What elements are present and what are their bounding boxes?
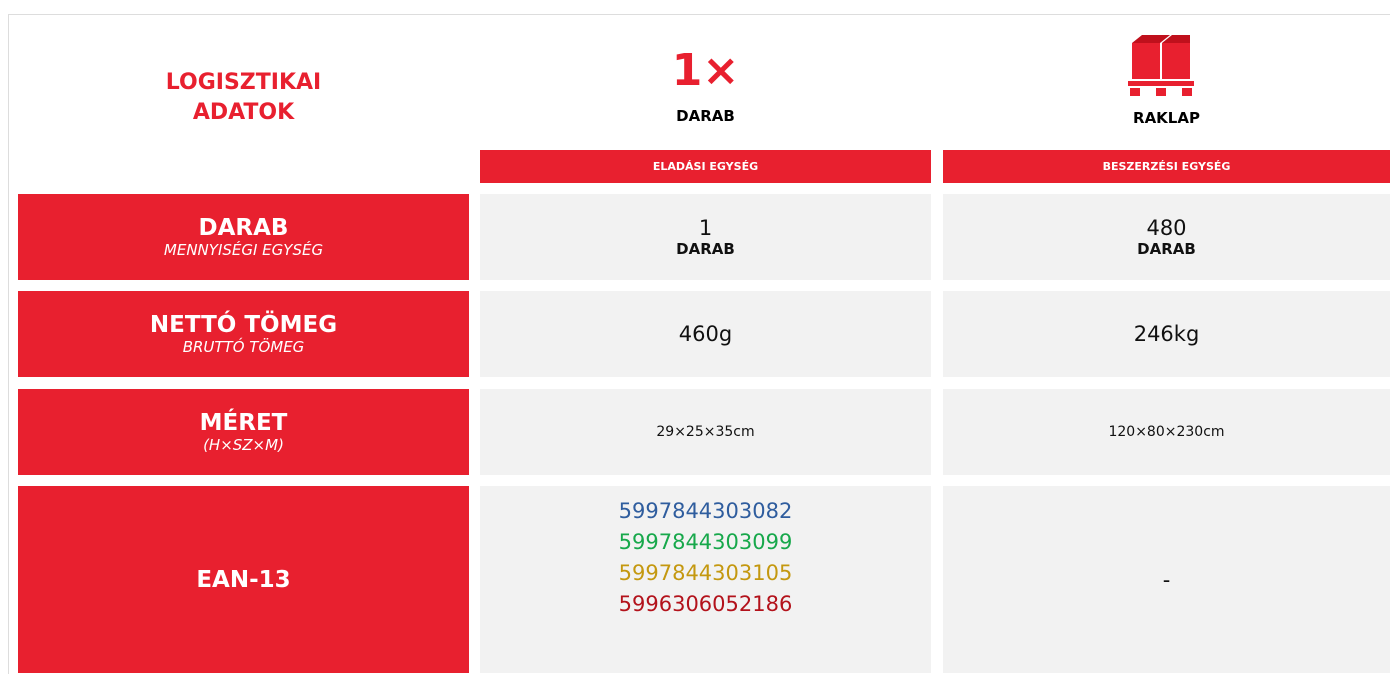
ean-cell: - <box>943 486 1390 673</box>
row-title: MÉRET <box>199 410 288 436</box>
column-unit: ELADÁSI EGYSÉG <box>480 150 931 183</box>
cell-value: 29×25×35cm <box>656 424 755 440</box>
pallet-icon <box>1128 35 1194 96</box>
title-line: LOGISZTIKAI <box>165 70 322 95</box>
row-subtitle: MENNYISÉGI EGYSÉG <box>163 241 324 259</box>
cell-value: 1 <box>698 216 713 240</box>
column-label: RAKLAP <box>1133 109 1200 127</box>
ean-cell: 5997844303082 5997844303099 5997844303105 5… <box>480 486 931 673</box>
title: LOGISZTIKAI ADATOK <box>18 60 469 136</box>
row-cell: 120×80×230cm <box>943 389 1390 475</box>
cell-value: 460g <box>678 322 733 346</box>
cell-value: 120×80×230cm <box>1108 424 1225 440</box>
ean-empty: - <box>1162 567 1171 592</box>
row-label: DARAB MENNYISÉGI EGYSÉG <box>18 194 469 280</box>
column-label: DARAB <box>676 107 735 125</box>
row-cell: 1 DARAB <box>480 194 931 280</box>
cell-unit: DARAB <box>676 240 735 258</box>
ean-code: 5997844303082 <box>618 499 793 523</box>
row-cell: 480 DARAB <box>943 194 1390 280</box>
row-title: NETTÓ TÖMEG <box>149 312 338 338</box>
column-unit: BESZERZÉSI EGYSÉG <box>943 150 1390 183</box>
row-cell: 460g <box>480 291 931 377</box>
cell-unit: DARAB <box>1137 240 1196 258</box>
row-cell: 246kg <box>943 291 1390 377</box>
cell-value: 480 <box>1146 216 1187 240</box>
ean-code: 5997844303099 <box>618 530 793 554</box>
unit-icon: 1× <box>671 44 740 96</box>
title-line: ADATOK <box>192 100 295 125</box>
row-label: MÉRET (H×SZ×M) <box>18 389 469 475</box>
page <box>8 14 1390 674</box>
ean-code: 5996306052186 <box>618 592 793 616</box>
row-title: EAN-13 <box>196 566 291 593</box>
row-subtitle: BRUTTÓ TÖMEG <box>182 338 305 356</box>
row-label: NETTÓ TÖMEG BRUTTÓ TÖMEG <box>18 291 469 377</box>
cell-value: 246kg <box>1133 322 1200 346</box>
row-subtitle: (H×SZ×M) <box>203 436 284 454</box>
ean-code: 5997844303105 <box>618 561 793 585</box>
row-cell: 29×25×35cm <box>480 389 931 475</box>
row-label: EAN-13 <box>18 486 469 673</box>
row-title: DARAB <box>198 215 289 241</box>
